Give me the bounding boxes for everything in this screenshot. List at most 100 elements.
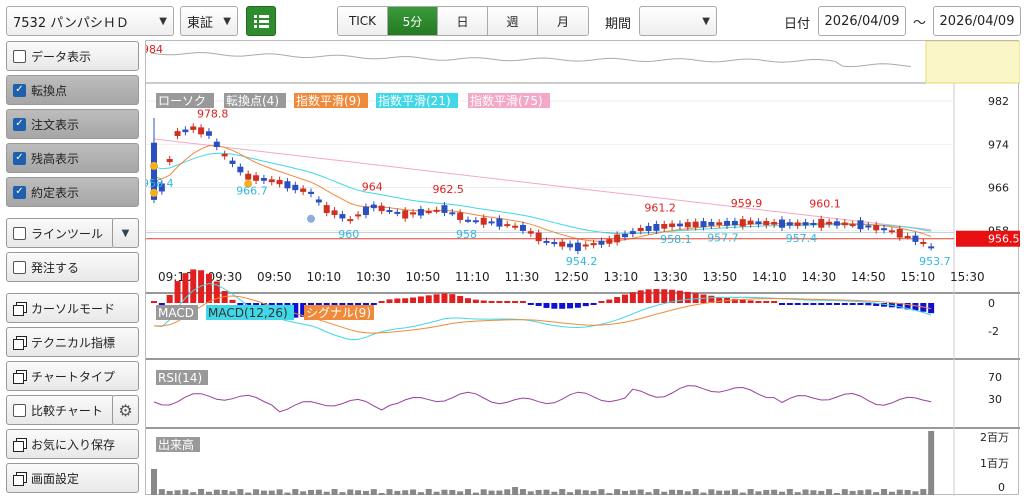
macd-histogram-bar — [378, 301, 385, 303]
price-annotation: 960.1 — [809, 197, 841, 210]
line-tool-button[interactable]: ラインツール — [6, 218, 115, 248]
stock-select[interactable]: 7532 パンパシＨＤ ▼ — [6, 6, 174, 36]
date-from-input[interactable]: 2026/04/09 — [818, 6, 906, 36]
macd-histogram-bar — [896, 303, 903, 309]
period-select[interactable]: ▼ — [639, 6, 717, 36]
chart-area[interactable]: 982 974 966 958 984 978.8 958.4 966.7 964 960 962.… — [142, 40, 1021, 496]
volume-bar — [629, 490, 636, 495]
tab-day[interactable]: 日 — [438, 7, 488, 35]
macd-histogram-bar — [912, 303, 919, 311]
volume-bar — [716, 490, 723, 495]
period-tabs: TICK 5分 日 週 月 — [337, 6, 589, 36]
candle — [606, 239, 613, 244]
data-display-button[interactable]: データ表示 — [6, 41, 139, 71]
chart-type-label: チャートタイプ — [31, 369, 115, 384]
volume-bar — [158, 489, 165, 495]
candle — [253, 175, 260, 181]
candle — [881, 228, 888, 231]
save-favorite-label: お気に入り保存 — [31, 437, 116, 452]
compare-chart-button[interactable]: 比較チャート — [6, 395, 115, 425]
volume-bar — [614, 489, 621, 495]
line-tool-dropdown[interactable]: ▼ — [112, 218, 139, 248]
volume-bar — [276, 489, 283, 495]
macd-histogram-bar — [527, 303, 534, 305]
volume-bar — [355, 490, 362, 495]
volume-bar — [928, 431, 935, 495]
candle — [237, 166, 244, 173]
list-button[interactable] — [246, 6, 276, 36]
volume-bar — [810, 490, 817, 495]
price-annotation: 961.2 — [644, 201, 676, 214]
macd-histogram-bar — [190, 269, 197, 303]
volume-bar — [779, 491, 785, 495]
macd-histogram-bar — [629, 292, 636, 303]
ema9-line — [153, 144, 932, 242]
compare-settings-button[interactable]: ⚙ — [112, 395, 139, 425]
volume-bar — [339, 492, 346, 495]
time-tick-label: 10:30 — [356, 270, 391, 284]
order-display-button[interactable]: ✓ 注文表示 — [6, 109, 139, 139]
chevron-down-icon: ▼ — [223, 15, 231, 27]
volume-bar — [645, 492, 652, 495]
candle — [559, 241, 566, 247]
macd-histogram-bar — [708, 295, 715, 303]
volume-bar — [480, 489, 487, 495]
tab-tick[interactable]: TICK — [338, 7, 388, 35]
screen-settings-button[interactable]: 画面設定 — [6, 463, 139, 493]
candle — [716, 222, 723, 225]
macd-histogram-bar — [731, 298, 738, 303]
macd-histogram-bar — [684, 291, 691, 303]
candle — [347, 219, 354, 222]
chart-type-button[interactable]: チャートタイプ — [6, 361, 139, 391]
price-tick-label: 966 — [988, 181, 1009, 194]
candle — [645, 225, 652, 232]
volume-bar — [323, 491, 330, 495]
tab-5min[interactable]: 5分 — [388, 7, 438, 35]
volume-bar — [567, 492, 574, 495]
legend-volume-bg — [156, 437, 200, 452]
candle — [661, 223, 668, 229]
market-select[interactable]: 東証 ▼ — [180, 6, 238, 36]
volume-bar — [386, 489, 393, 495]
candle — [221, 153, 228, 157]
macd-histogram-bar — [410, 297, 417, 303]
price-annotation: 966.7 — [236, 185, 268, 198]
tab-month[interactable]: 月 — [538, 7, 588, 35]
candle — [676, 223, 683, 227]
candle — [284, 181, 291, 189]
execution-marker — [150, 188, 158, 197]
macd-histogram-bar — [512, 301, 519, 303]
macd-histogram-bar — [151, 301, 157, 303]
place-order-label: 発注する — [31, 260, 80, 275]
macd-tick-label: -2 — [988, 325, 999, 338]
macd-histogram-bar — [574, 303, 581, 308]
candle — [818, 218, 825, 228]
macd-histogram-bar — [425, 295, 432, 303]
volume-bar — [331, 489, 338, 495]
candle — [700, 221, 707, 228]
technical-indicators-button[interactable]: テクニカル指標 — [6, 327, 139, 357]
candle — [260, 178, 267, 181]
date-to-input[interactable]: 2026/04/09 — [933, 6, 1021, 36]
chart-svg: 982 974 966 958 984 978.8 958.4 966.7 964 960 962.… — [142, 40, 1021, 496]
price-tick-label: 982 — [988, 95, 1009, 108]
candle — [512, 225, 519, 228]
cursor-mode-button[interactable]: カーソルモード — [6, 293, 139, 323]
volume-bar — [574, 489, 581, 495]
place-order-button[interactable]: 発注する — [6, 252, 139, 282]
candle — [417, 209, 424, 216]
volume-bar — [888, 491, 895, 495]
volume-tick-label: 1百万 — [980, 457, 1009, 470]
candle — [465, 219, 471, 222]
volume-bar — [402, 490, 409, 495]
macd-histogram-bar — [873, 303, 880, 306]
candle — [519, 224, 526, 231]
save-favorite-button[interactable]: お気に入り保存 — [6, 429, 139, 459]
time-tick-label: 13:50 — [703, 270, 738, 284]
execution-display-button[interactable]: ✓ 約定表示 — [6, 177, 139, 207]
tab-week[interactable]: 週 — [488, 7, 538, 35]
date-separator: ～ — [913, 16, 927, 31]
balance-display-button[interactable]: ✓ 残高表示 — [6, 143, 139, 173]
legend-turning: 転換点(4) — [226, 94, 279, 108]
turning-point-button[interactable]: ✓ 転換点 — [6, 75, 139, 105]
